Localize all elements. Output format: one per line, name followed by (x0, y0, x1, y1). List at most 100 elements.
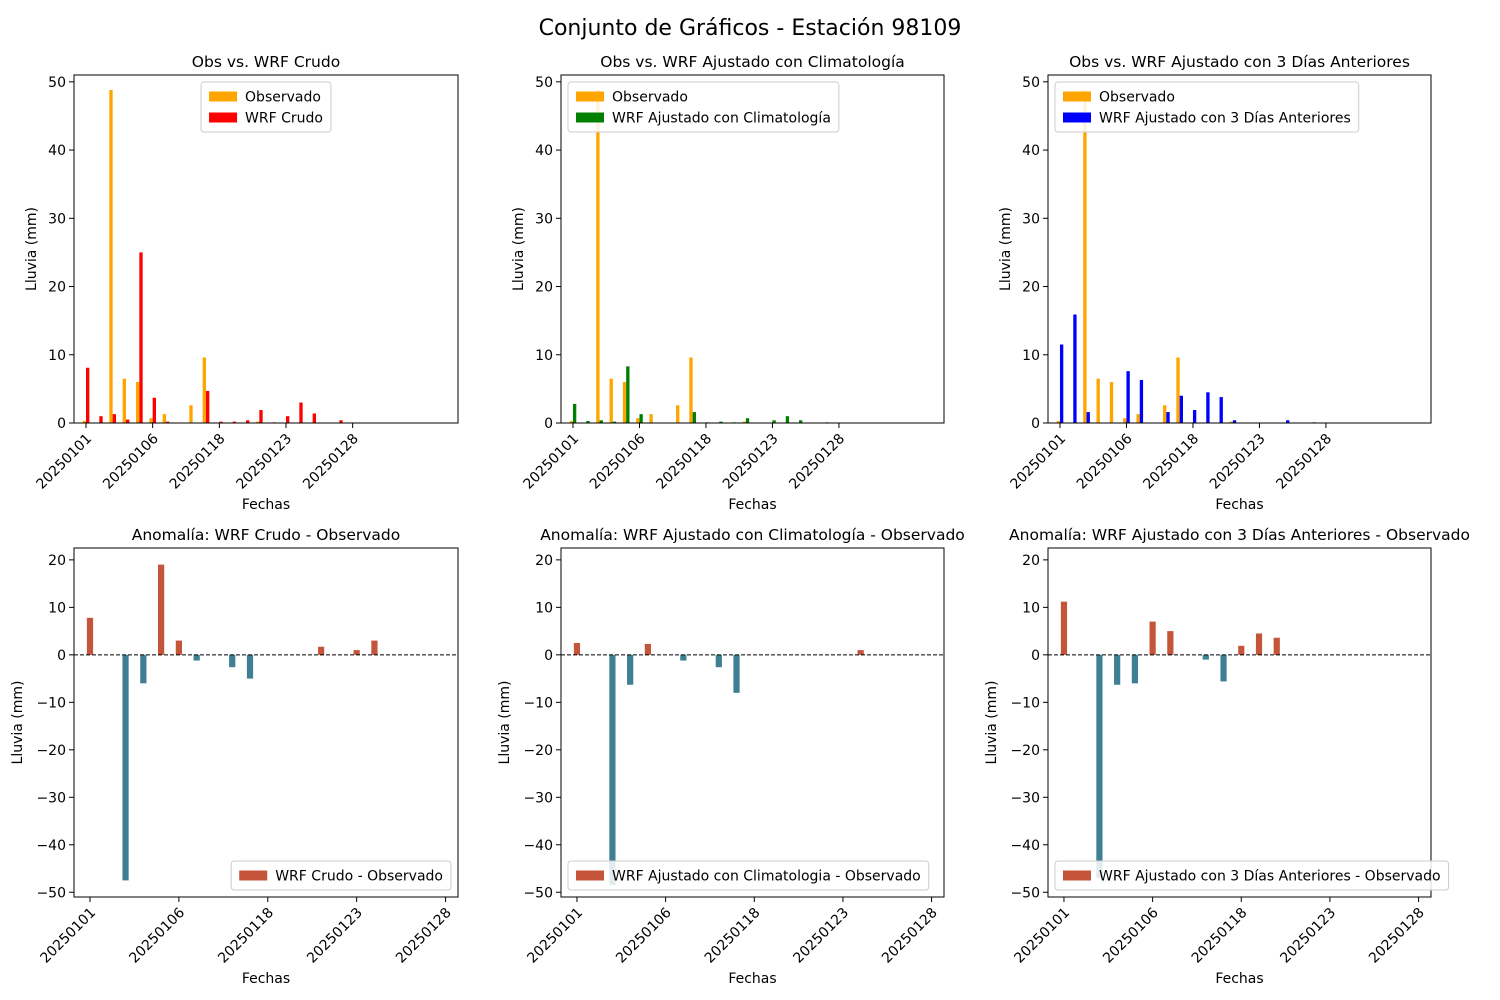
x-tick-label: 20250101 (1007, 431, 1069, 493)
subplot-anomalia-crudo: −50 −40 −30 −20 −10 0 10 20 20250101 20250106 2025… (10, 526, 459, 987)
bar-observado (676, 405, 680, 423)
subplot-title: Anomalía: WRF Ajustado con 3 Días Anteri… (1009, 526, 1470, 544)
bar-anomaly-negative (1114, 654, 1121, 685)
bar-wrf-crudo (86, 367, 90, 423)
legend-swatch (1063, 112, 1091, 123)
legend-swatch (576, 91, 604, 102)
bar-anomaly-positive (1238, 645, 1245, 655)
bar-wrf-ajustado-con-3-d-as-anteriores (1286, 420, 1290, 423)
bar-wrf-ajustado-con-3-d-as-anteriores (1139, 380, 1144, 423)
legend: WRF Crudo - Observado (230, 860, 452, 891)
bar-wrf-ajustado-con-climatolog-a (572, 403, 577, 423)
y-tick-label: 40 (1022, 143, 1040, 159)
x-tick-label: 20250101 (520, 431, 582, 493)
y-axis-label: Lluvia (mm) (10, 681, 26, 765)
bar-wrf-ajustado-con-climatolog-a (799, 420, 803, 423)
x-axis-label: Fechas (1215, 971, 1263, 987)
x-tick-label: 20250123 (1277, 905, 1339, 967)
legend-box (567, 81, 840, 133)
subplot-anomalia-clim: −50 −40 −30 −20 −10 0 10 20 20250101 20250106 2025… (497, 526, 965, 987)
bar-wrf-crudo (166, 421, 170, 423)
bar-wrf-crudo (232, 421, 236, 423)
bar-anomaly-negative (733, 654, 740, 693)
bar-wrf-ajustado-con-3-d-as-anteriores (1206, 392, 1210, 423)
y-tick-label: 0 (57, 648, 66, 664)
legend-swatch (239, 870, 268, 881)
bar-wrf-ajustado-con-climatolog-a (639, 414, 643, 423)
y-tick-label: 40 (48, 143, 66, 159)
bar-observado (1176, 357, 1180, 423)
bar-anomaly-positive (371, 640, 378, 655)
bar-observado (1229, 421, 1233, 423)
bar-anomaly-negative (609, 654, 616, 886)
bar-wrf-crudo (259, 410, 263, 423)
y-tick-label: −20 (1010, 743, 1040, 759)
bar-observado (256, 421, 260, 423)
bar-anomaly-positive (318, 646, 325, 655)
bar-wrf-crudo (219, 421, 223, 423)
bar-observado (202, 357, 206, 423)
y-tick-label: −50 (1010, 885, 1040, 901)
bar-anomaly-negative (1131, 654, 1138, 684)
bar-anomaly-positive (857, 650, 864, 655)
x-tick-label: 20250128 (1366, 905, 1428, 967)
axes-frame (1047, 547, 1432, 898)
x-axis-label: Fechas (242, 497, 290, 513)
x-axis-label: Fechas (728, 971, 776, 987)
legend: Observado WRF Ajustado con 3 Días Anterio… (1054, 81, 1360, 133)
legend-label: WRF Ajustado con 3 Días Anteriores (1099, 111, 1351, 127)
bar-observado (569, 420, 573, 423)
legend: Observado WRF Ajustado con Climatología (567, 81, 840, 133)
bar-observado (122, 378, 126, 423)
legend-swatch (1063, 870, 1091, 881)
x-tick-label: 20250106 (587, 431, 649, 493)
legend: WRF Ajustado con 3 Días Anteriores - Obs… (1054, 860, 1450, 891)
legend-box (1054, 860, 1450, 891)
y-tick-label: −30 (523, 790, 553, 806)
legend: Observado WRF Crudo (200, 81, 332, 133)
bar-observado (1136, 414, 1140, 423)
bar-wrf-crudo (126, 419, 130, 423)
bar-wrf-ajustado-con-climatolog-a (745, 418, 750, 423)
x-axis-label: Fechas (242, 971, 290, 987)
y-tick-label: 0 (1031, 648, 1040, 664)
y-axis-label: Lluvia (mm) (497, 681, 513, 765)
bar-wrf-ajustado-con-3-d-as-anteriores (1179, 395, 1183, 423)
axes-frame (560, 74, 945, 424)
y-tick-label: 50 (535, 75, 553, 91)
bar-observado (742, 421, 746, 423)
bar-anomaly-negative (122, 654, 129, 881)
y-tick-label: 0 (544, 416, 553, 432)
legend-label: WRF Ajustado con Climatologia - Observad… (612, 869, 921, 885)
y-axis-label: Lluvia (mm) (511, 207, 527, 291)
y-tick-label: −30 (36, 790, 66, 806)
y-tick-label: 20 (1022, 280, 1040, 296)
bar-wrf-ajustado-con-climatolog-a (785, 416, 790, 423)
bar-observado (149, 418, 153, 423)
y-tick-label: 20 (535, 280, 553, 296)
y-tick-label: −50 (523, 885, 553, 901)
bars (1060, 601, 1280, 879)
bar-wrf-ajustado-con-climatolog-a (719, 421, 723, 423)
x-tick-label: 20250118 (653, 431, 715, 493)
x-tick-label: 20250118 (1140, 431, 1202, 493)
subplot-title: Obs vs. WRF Ajustado con Climatología (600, 53, 905, 71)
x-tick-label: 20250128 (300, 431, 362, 493)
bar-anomaly-negative (193, 654, 200, 661)
bar-wrf-crudo (312, 413, 316, 423)
legend-label: WRF Ajustado con Climatología (612, 111, 831, 127)
bar-anomaly-positive (158, 564, 165, 655)
bar-wrf-crudo (139, 252, 143, 423)
bar-anomaly-positive (175, 640, 182, 655)
x-tick-label: 20250128 (393, 905, 455, 967)
y-tick-label: −20 (36, 743, 66, 759)
bars (82, 90, 343, 423)
y-tick-label: 10 (1022, 348, 1040, 364)
bar-anomaly-positive (1149, 621, 1156, 655)
axes-frame (73, 74, 459, 424)
legend-box (567, 860, 930, 891)
bar-wrf-crudo (152, 397, 156, 423)
bar-wrf-ajustado-con-3-d-as-anteriores (1192, 410, 1197, 423)
bar-observado (1109, 382, 1114, 423)
